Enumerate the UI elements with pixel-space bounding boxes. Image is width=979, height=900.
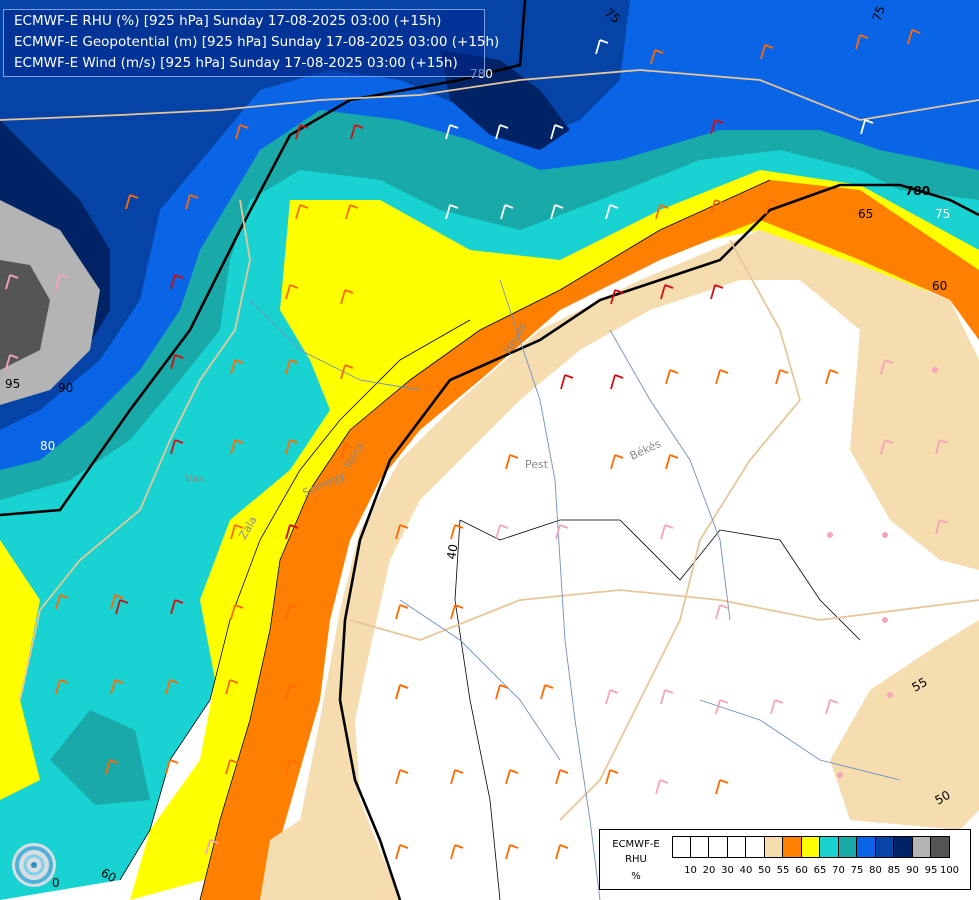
contour-labels: 780 780 75 75 75 65 60 95 90 80 40 50 55… [5, 4, 953, 890]
header-rhu-title: ECMWF-E RHU (%) [925 hPa] Sunday 17-08-2… [14, 13, 442, 29]
rh-55-southwest [260, 800, 370, 900]
legend-swatch [727, 836, 746, 858]
rh-100-region [0, 260, 50, 370]
rh-label: 75 [870, 4, 888, 23]
legend-swatch [709, 836, 728, 858]
legend-swatch [838, 836, 857, 858]
rh-label: 65 [858, 207, 873, 221]
legend-tick-label: 95 [924, 865, 938, 876]
rh-60-region [200, 180, 979, 900]
rh-contour-lines [119, 179, 861, 900]
legend-title: ECMWF-E [612, 839, 660, 850]
legend-swatch [875, 836, 894, 858]
legend-tick-label: 80 [869, 865, 882, 876]
rh-65-west [0, 540, 40, 800]
country-borders [0, 69, 979, 821]
legend-swatch [912, 836, 931, 858]
rh-label: 60 [99, 865, 119, 885]
legend-tick-label: 10 [684, 865, 697, 876]
legend-swatch [931, 836, 950, 858]
header-geopotential-title: ECMWF-E Geopotential (m) [925 hPa] Sunda… [14, 34, 500, 50]
legend-tick-label: 50 [758, 865, 771, 876]
legend-tick-label: 100 [939, 865, 960, 876]
legend-tick-labels: 10 20 30 40 50 55 60 65 70 75 80 85 90 95 100 [672, 865, 972, 879]
legend-tick-label: 60 [795, 865, 808, 876]
rh-label: 60 [932, 279, 947, 293]
legend-tick-label: 55 [776, 865, 790, 876]
legend-tick-label: 90 [906, 865, 919, 876]
legend-swatch [894, 836, 913, 858]
region-label: Vas [185, 472, 204, 485]
rh-80-region [0, 0, 979, 470]
rh-label: 40 [444, 543, 460, 560]
wind-barbs [5, 29, 949, 860]
rh-label: 50 [933, 788, 953, 808]
legend-swatch [764, 836, 783, 858]
legend-tick-label: 65 [813, 865, 827, 876]
region-label: Pest [525, 458, 549, 471]
legend-variable: RHU [625, 854, 647, 865]
rh-label: 0 [52, 876, 60, 890]
rh-label: 55 [910, 675, 930, 695]
rivers [249, 279, 901, 900]
legend-swatch [783, 836, 802, 858]
legend-tick-label: 75 [850, 865, 864, 876]
rh-55-southeast [830, 620, 979, 830]
ogimet-logo-icon [12, 843, 56, 887]
header-wind-title: ECMWF-E Wind (m/s) [925 hPa] Sunday 17-0… [14, 55, 458, 71]
legend-swatch [820, 836, 839, 858]
rh-label: 80 [40, 439, 55, 453]
legend-tick-label: 30 [721, 865, 734, 876]
legend-swatch [746, 836, 765, 858]
legend-swatch [690, 836, 709, 858]
legend-tick-label: 20 [702, 865, 716, 876]
legend-tick-label: 85 [887, 865, 901, 876]
legend-unit: % [631, 871, 641, 882]
legend-swatch [857, 836, 876, 858]
rh-label: 75 [935, 207, 950, 221]
rh-75-south-patch [50, 710, 150, 805]
geopotential-label: 780 [905, 184, 930, 198]
rh-65-region [130, 170, 979, 900]
legend-tick-label: 70 [832, 865, 845, 876]
legend-color-scale [672, 836, 950, 858]
rhu-legend: ECMWF-E RHU % 10 20 30 40 50 55 60 65 70 75 80 85 90… [599, 829, 971, 890]
rh-label: 95 [5, 377, 20, 391]
map-header: ECMWF-E RHU (%) [925 hPa] Sunday 17-08-2… [3, 9, 499, 77]
legend-swatch [801, 836, 820, 858]
legend-swatch [672, 836, 691, 858]
rh-label: 90 [58, 381, 73, 395]
legend-tick-label: 40 [739, 865, 753, 876]
